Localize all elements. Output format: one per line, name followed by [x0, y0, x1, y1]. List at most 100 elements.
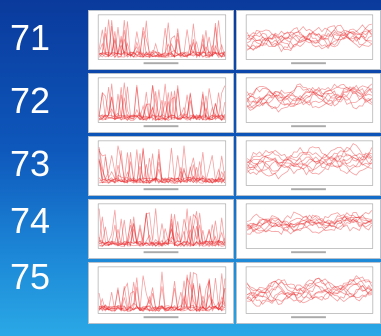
trace-line [98, 271, 226, 312]
trace-line [98, 85, 226, 121]
trace-line [246, 83, 373, 99]
spike-plot-thumbnail-75 [88, 262, 234, 324]
trace-line [247, 288, 372, 302]
trace-line [247, 218, 373, 235]
trace-line [99, 152, 226, 185]
trace-line [98, 283, 225, 312]
trace-line [246, 154, 373, 177]
trace-line [246, 154, 372, 176]
trace-line [98, 211, 225, 248]
trace-line [246, 30, 373, 47]
trace-line [246, 158, 373, 180]
trace-line [246, 30, 373, 52]
trace-line [98, 29, 226, 59]
trace-line [98, 222, 225, 247]
trace-line [98, 208, 226, 248]
trace-line [247, 24, 372, 40]
trace-line [98, 19, 225, 58]
trace-line [246, 153, 373, 172]
trace-line [99, 94, 226, 121]
trace-line [246, 146, 372, 164]
trace-line [246, 275, 373, 299]
trace-line [98, 271, 226, 312]
wave-plot-thumbnail-74 [236, 199, 381, 259]
trace-line [98, 27, 225, 58]
trace-line [98, 145, 226, 184]
trace-line [246, 31, 373, 49]
trace-line [246, 284, 373, 303]
trace-line [247, 32, 372, 53]
trace-line [247, 216, 372, 233]
trace-line [98, 273, 226, 312]
wave-plot-thumbnail-75 [236, 262, 381, 324]
trace-line [246, 215, 372, 230]
trace-line [246, 24, 373, 46]
trace-line [246, 28, 373, 44]
trace-line [246, 276, 373, 294]
trace-line [98, 26, 226, 59]
trace-line [246, 212, 372, 234]
trace-line [98, 20, 226, 58]
trace-line [98, 84, 226, 122]
trace-line [246, 28, 372, 51]
trace-line [98, 149, 226, 184]
trace-line [246, 155, 372, 173]
row-label-74: 74 [10, 200, 51, 241]
trace-line [98, 19, 226, 59]
spike-plot-thumbnail-73 [88, 136, 234, 196]
trace-line [99, 89, 226, 121]
trace-line [246, 93, 373, 113]
trace-line [246, 286, 373, 305]
wave-plot-thumbnail-71 [236, 10, 381, 70]
trace-line [98, 85, 226, 121]
spike-plot-thumbnail-71 [88, 10, 234, 70]
trace-line [246, 86, 373, 109]
trace-line [98, 83, 225, 121]
trace-line [98, 20, 226, 59]
row-label-72: 72 [10, 80, 51, 121]
spike-plot-thumbnail-72 [88, 73, 234, 133]
trace-line [98, 208, 226, 248]
trace-line [246, 212, 372, 228]
trace-line [98, 93, 226, 121]
spike-plot-thumbnail-74 [88, 199, 234, 259]
trace-line [246, 86, 373, 109]
trace-line [98, 21, 226, 58]
trace-line [247, 210, 373, 228]
trace-line [246, 284, 373, 305]
trace-line [246, 219, 373, 235]
trace-line [246, 88, 372, 109]
trace-line [246, 283, 372, 307]
trace-line [99, 213, 226, 247]
trace-line [99, 212, 226, 247]
trace-line [98, 148, 225, 184]
trace-line [246, 85, 373, 107]
trace-line [246, 83, 372, 101]
trace-line [99, 278, 226, 312]
row-label-73: 73 [10, 143, 51, 184]
trace-line [98, 148, 226, 184]
trace-line [98, 274, 226, 313]
trace-line [99, 145, 226, 184]
trace-line [246, 89, 373, 111]
trace-line [98, 155, 226, 184]
trace-line [246, 84, 372, 105]
trace-line [246, 146, 373, 165]
trace-line [246, 143, 372, 167]
trace-line [246, 215, 373, 231]
trace-line [246, 279, 373, 294]
trace-line [99, 212, 226, 247]
row-label-71: 71 [10, 17, 51, 58]
trace-line [98, 150, 226, 184]
trace-line [246, 216, 372, 231]
wave-plot-thumbnail-72 [236, 73, 381, 133]
trace-line [246, 279, 372, 302]
wave-plot-thumbnail-73 [236, 136, 381, 196]
trace-line [98, 147, 226, 184]
trace-line [99, 22, 226, 58]
row-label-75: 75 [10, 256, 51, 297]
trace-line [98, 90, 226, 121]
trace-line [98, 277, 226, 313]
trace-line [247, 23, 372, 47]
trace-line [98, 82, 226, 122]
